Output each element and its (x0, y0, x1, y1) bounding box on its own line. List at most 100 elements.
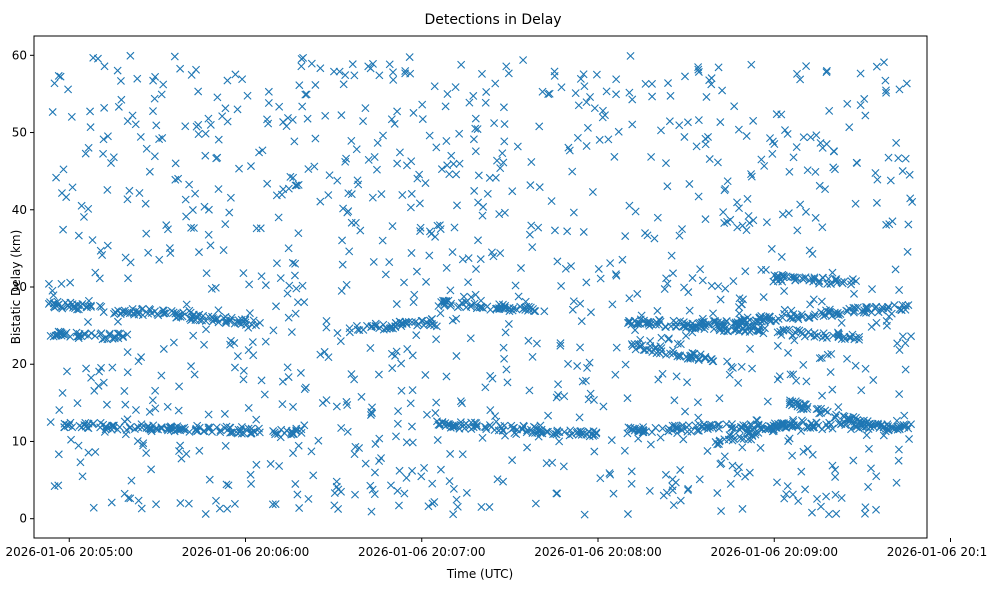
detection-marker (805, 246, 814, 255)
detection-marker (292, 181, 301, 190)
detection-marker (344, 207, 353, 216)
detection-marker (472, 265, 481, 274)
detection-marker (477, 69, 486, 78)
detection-marker (248, 320, 257, 329)
detection-marker (272, 302, 281, 311)
detection-marker (904, 220, 913, 229)
detection-marker (885, 220, 894, 229)
detection-marker (204, 205, 213, 214)
detection-marker (544, 411, 553, 420)
detection-marker (449, 510, 458, 519)
detection-marker (291, 259, 300, 268)
detection-marker (204, 114, 213, 123)
detection-marker (669, 269, 677, 278)
detection-marker (433, 221, 442, 230)
detection-marker (684, 288, 693, 297)
detection-marker (303, 114, 312, 123)
detection-marker (188, 206, 197, 215)
detection-marker (406, 69, 415, 78)
detection-marker (531, 499, 540, 508)
detection-marker (409, 298, 418, 307)
detection-marker (321, 111, 330, 120)
detection-marker (527, 158, 536, 166)
detection-marker (195, 248, 203, 257)
detection-marker (213, 93, 222, 102)
detection-marker (581, 376, 590, 385)
detection-marker (350, 450, 359, 459)
detection-marker (739, 295, 747, 304)
detection-marker (726, 215, 735, 224)
detection-marker (252, 460, 261, 469)
detection-marker (126, 258, 135, 267)
detection-marker (186, 308, 195, 317)
detection-marker (257, 376, 266, 385)
detection-marker (728, 461, 737, 470)
detection-marker (813, 494, 822, 503)
detection-marker (247, 479, 256, 488)
detection-marker (316, 64, 325, 73)
detection-marker (625, 201, 634, 210)
detection-marker (471, 147, 480, 156)
detection-marker (342, 397, 351, 406)
detection-marker (405, 53, 414, 62)
detection-marker (801, 485, 810, 494)
detection-marker (263, 115, 272, 124)
detection-marker (144, 309, 153, 318)
detection-marker (395, 148, 404, 157)
detection-marker (223, 504, 232, 513)
detection-marker (110, 334, 119, 343)
detection-marker (733, 223, 742, 232)
detection-marker (212, 314, 221, 323)
detection-marker (661, 159, 670, 168)
detection-marker (123, 348, 132, 357)
detection-marker (63, 367, 71, 376)
detection-marker (366, 481, 375, 490)
detection-marker (785, 167, 794, 176)
detection-marker (210, 315, 218, 324)
detection-marker (735, 204, 743, 213)
detection-marker (571, 89, 580, 98)
detection-marker (394, 501, 403, 510)
detection-marker (671, 478, 680, 487)
detection-marker (625, 294, 634, 303)
detection-marker (68, 183, 77, 192)
detection-marker (500, 354, 509, 363)
detection-marker (150, 94, 159, 103)
detection-marker (152, 500, 161, 509)
detection-marker (803, 166, 812, 175)
y-axis-title: Bistatic Delay (km) (9, 230, 23, 345)
detection-marker (293, 298, 302, 307)
detection-marker (46, 331, 55, 340)
detection-marker (517, 264, 525, 273)
detection-marker (564, 143, 573, 152)
detection-marker (190, 370, 199, 379)
detection-marker (728, 363, 737, 372)
x-tick-label: 2026-01-06 20:08:00 (534, 545, 661, 559)
detection-marker (388, 222, 397, 231)
detection-marker (767, 244, 776, 253)
detection-marker (200, 202, 209, 211)
detection-marker (499, 158, 508, 167)
detection-marker (155, 255, 164, 264)
detection-marker (901, 339, 910, 348)
detection-marker (83, 303, 92, 312)
detection-marker (471, 290, 480, 299)
detection-marker (407, 157, 416, 166)
detection-marker (103, 241, 112, 250)
detection-marker (628, 95, 637, 104)
detection-marker (271, 500, 280, 509)
detection-marker (469, 91, 478, 100)
detection-marker (241, 320, 250, 329)
detection-marker (701, 140, 710, 149)
detection-marker (493, 475, 502, 484)
detection-marker (141, 199, 150, 208)
detection-marker (811, 167, 820, 176)
detection-marker (893, 339, 902, 348)
detection-marker (756, 443, 765, 452)
scatter-points (44, 51, 917, 519)
detection-marker (82, 364, 91, 373)
detection-marker (895, 346, 904, 354)
detection-marker (371, 439, 380, 448)
detection-marker (809, 295, 818, 304)
detection-marker (285, 281, 294, 290)
